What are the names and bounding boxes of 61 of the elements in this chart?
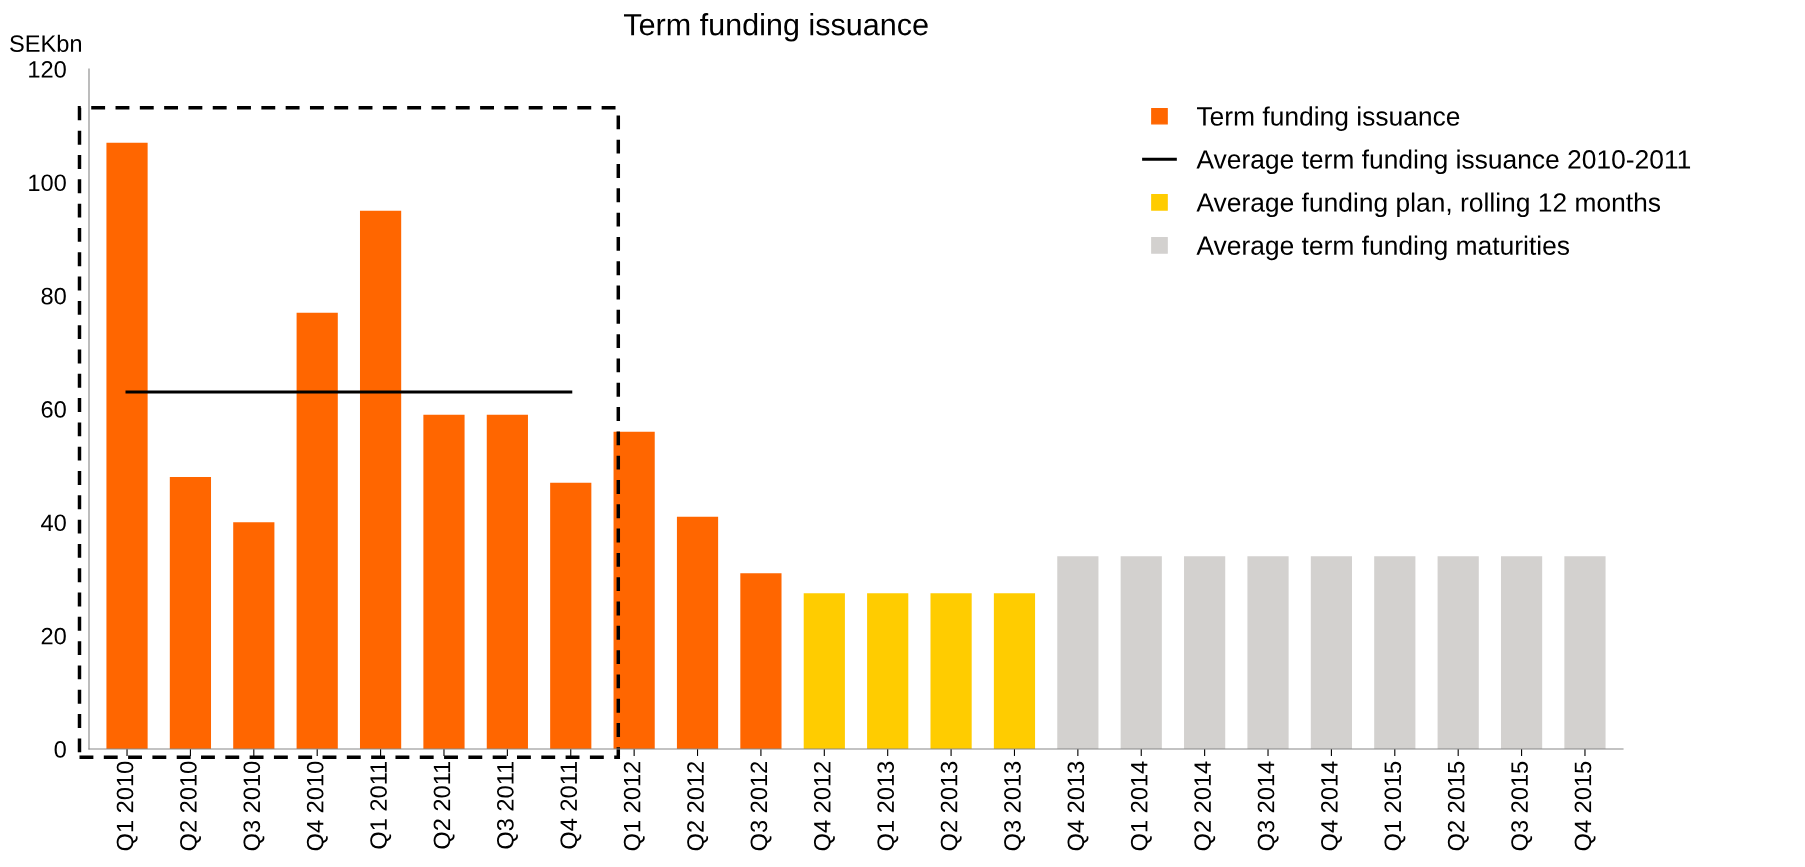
x-tick-label: Q2 2011 <box>433 761 455 849</box>
bar <box>169 477 212 749</box>
bar <box>1120 556 1162 749</box>
bar <box>1500 556 1543 749</box>
x-tick-label: Q4 2013 <box>1067 761 1089 851</box>
bar <box>1437 556 1479 749</box>
bar <box>993 593 1036 749</box>
x-tick-label: Q3 2014 <box>1257 761 1279 851</box>
y-tick-label: 0 <box>54 741 66 758</box>
x-tick-label: Q2 2015 <box>1447 761 1469 851</box>
x-tick-label: Q3 2012 <box>750 761 772 851</box>
bar <box>106 142 148 749</box>
bar <box>1310 556 1353 749</box>
y-tick-label: 60 <box>41 401 66 418</box>
x-tick-label: Q2 2014 <box>1194 761 1216 851</box>
bar <box>233 522 275 749</box>
x-tick-label: Q4 2010 <box>306 761 328 851</box>
bar <box>930 593 972 749</box>
y-tick-label: 80 <box>41 287 66 305</box>
x-tick-label: Q1 2011 <box>370 761 392 849</box>
bar <box>1247 556 1289 749</box>
x-tick-label: Q4 2015 <box>1574 761 1596 851</box>
bar <box>1564 556 1606 749</box>
bar <box>550 482 592 749</box>
x-tick-label: Q2 2010 <box>180 761 201 851</box>
bar <box>676 516 719 749</box>
bar <box>803 593 845 749</box>
x-tick-label: Q3 2013 <box>1004 761 1026 851</box>
x-tick-label: Q4 2011 <box>560 761 582 849</box>
bar <box>1374 556 1416 749</box>
bar <box>296 312 338 749</box>
x-tick-label: Q1 2010 <box>116 761 138 851</box>
chart-title: Term funding issuance <box>624 13 928 42</box>
x-tick-label: Q1 2012 <box>623 761 645 851</box>
x-tick-label: Q1 2014 <box>1130 761 1152 851</box>
bar <box>486 414 528 749</box>
bar <box>613 431 655 749</box>
y-axis-title: SEKbn <box>10 34 81 53</box>
x-tick-label: Q4 2012 <box>813 761 835 851</box>
x-tick-label: Q3 2015 <box>1511 761 1533 851</box>
bar <box>423 414 465 749</box>
x-tick-label: Q4 2014 <box>1321 761 1342 851</box>
legend-label: Average funding plan, rolling 12 months <box>1196 192 1661 218</box>
bar <box>359 210 402 749</box>
bar <box>1184 556 1226 749</box>
x-tick-label: Q3 2011 <box>496 761 518 849</box>
bar <box>1057 556 1099 749</box>
y-tick-label: 100 <box>29 174 66 192</box>
bar <box>867 593 909 749</box>
x-tick-label: Q2 2013 <box>940 761 962 851</box>
y-tick-label: 20 <box>41 627 66 645</box>
legend-label: Average term funding issuance 2010-2011 <box>1196 149 1691 175</box>
legend-label: Average term funding maturities <box>1196 235 1570 261</box>
y-tick-label: 120 <box>29 61 66 78</box>
legend-label: Term funding issuance <box>1197 106 1460 131</box>
y-tick-label: 40 <box>41 514 66 532</box>
x-tick-label: Q3 2010 <box>243 761 265 851</box>
x-tick-label: Q1 2013 <box>877 761 899 851</box>
x-tick-label: Q1 2015 <box>1384 761 1406 851</box>
bar <box>740 573 782 749</box>
x-tick-label: Q2 2012 <box>687 761 709 851</box>
